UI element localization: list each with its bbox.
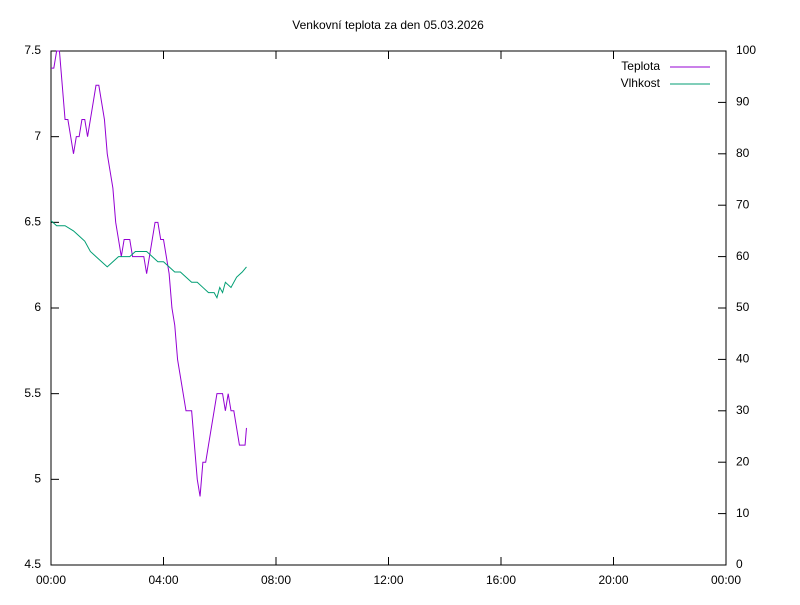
series-line bbox=[51, 50, 247, 497]
y2-tick-label: 30 bbox=[736, 403, 750, 417]
series-line bbox=[50, 220, 247, 300]
x-tick-label: 16:00 bbox=[486, 573, 516, 587]
y2-tick-label: 100 bbox=[736, 43, 756, 57]
y2-tick-label: 70 bbox=[736, 197, 750, 211]
y-tick-label: 6.5 bbox=[24, 215, 41, 229]
x-tick-label: 12:00 bbox=[373, 573, 403, 587]
y2-tick-label: 90 bbox=[736, 95, 750, 109]
legend-label: Teplota bbox=[621, 59, 660, 73]
legend-label: Vlhkost bbox=[621, 76, 661, 90]
plot-border bbox=[50, 50, 727, 566]
y-tick-label: 5 bbox=[34, 472, 41, 486]
y2-tick-label: 80 bbox=[736, 146, 750, 160]
y2-tick-label: 20 bbox=[736, 454, 750, 468]
chart-title: Venkovní teplota za den 05.03.2026 bbox=[292, 18, 484, 32]
y-tick-label: 7 bbox=[34, 129, 41, 143]
y2-tick-label: 50 bbox=[736, 300, 750, 314]
y2-tick-label: 40 bbox=[736, 352, 750, 366]
x-tick-label: 00:00 bbox=[711, 573, 741, 587]
y-tick-label: 4.5 bbox=[24, 557, 41, 571]
y-tick-label: 6 bbox=[34, 300, 41, 314]
y2-tick-label: 60 bbox=[736, 249, 750, 263]
x-tick-label: 20:00 bbox=[598, 573, 628, 587]
y2-tick-label: 0 bbox=[736, 557, 743, 571]
y-tick-label: 7.5 bbox=[24, 43, 41, 57]
y-tick-label: 5.5 bbox=[24, 386, 41, 400]
x-tick-label: 04:00 bbox=[148, 573, 178, 587]
x-tick-label: 00:00 bbox=[36, 573, 66, 587]
x-tick-label: 08:00 bbox=[261, 573, 291, 587]
y2-tick-label: 10 bbox=[736, 506, 750, 520]
